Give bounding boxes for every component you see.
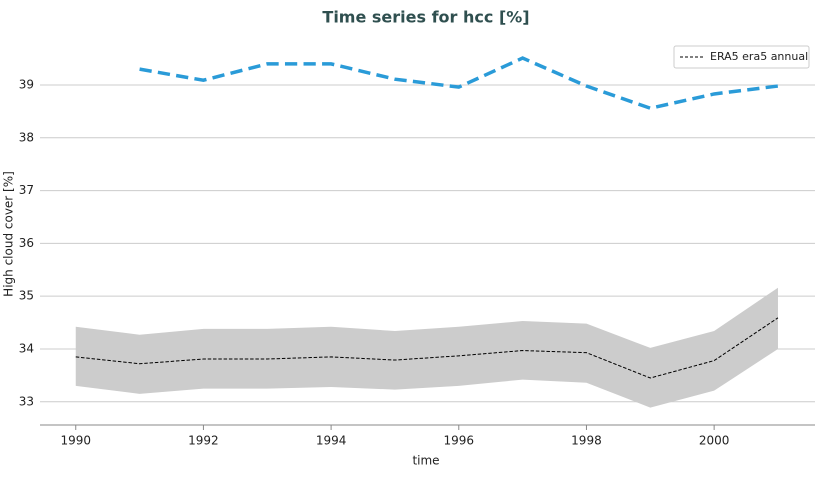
series-line: [139, 56, 779, 111]
y-tick-label: 36: [19, 236, 34, 250]
legend-box: [673, 45, 810, 69]
x-tick-label: 2000: [699, 434, 730, 448]
y-tick-label: 34: [19, 341, 34, 355]
series-line: [75, 317, 779, 379]
confidence-band: [75, 287, 778, 408]
y-tick-label: 33: [19, 394, 34, 408]
y-tick-label: 37: [19, 183, 34, 197]
x-tick-label: 1996: [444, 434, 475, 448]
chart-title: Time series for hcc [%]: [322, 8, 529, 27]
x-axis-label: time: [412, 454, 439, 468]
x-tick-label: 1990: [60, 434, 91, 448]
y-axis-label: High cloud cover [%]: [2, 171, 16, 297]
x-tick-label: 1992: [188, 434, 219, 448]
x-tick-label: 1994: [316, 434, 347, 448]
y-tick-label: 35: [19, 289, 34, 303]
x-tick-label: 1998: [571, 434, 602, 448]
y-tick-label: 39: [19, 77, 34, 91]
legend-label: ERA5 era5 annual: [710, 50, 808, 63]
y-tick-label: 38: [19, 130, 34, 144]
